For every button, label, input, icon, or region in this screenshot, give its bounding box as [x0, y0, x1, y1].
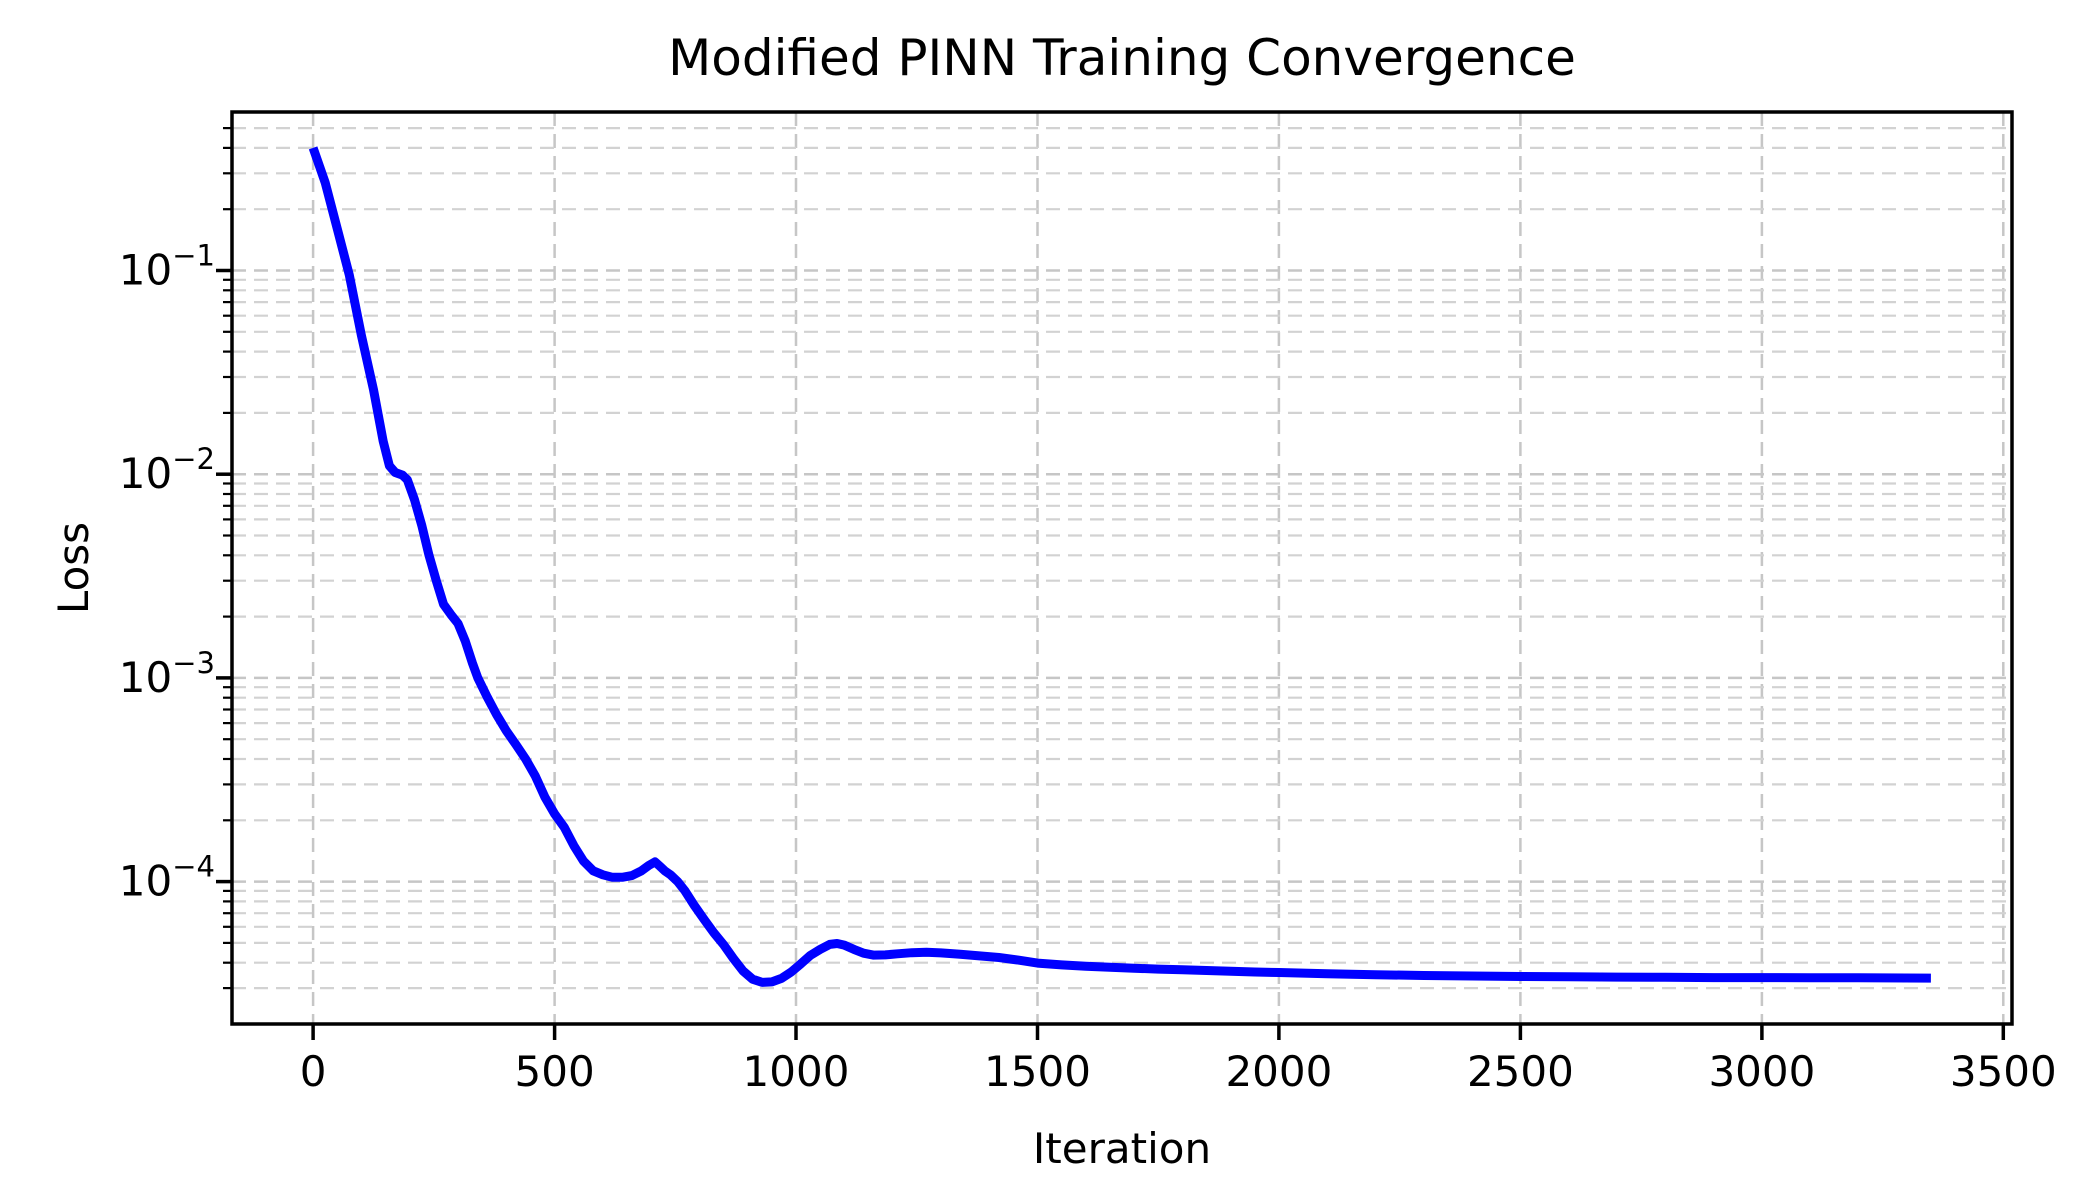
- grid-layer: [232, 112, 2012, 1024]
- y-axis-label: Loss: [49, 522, 98, 614]
- x-tick-label: 500: [515, 1047, 595, 1096]
- x-tick-label: 1000: [743, 1047, 850, 1096]
- plot-border: [230, 110, 2014, 1026]
- tick-layer: 0 500 1000 1500 2000 2500 3000 3500 10−1 10−2 10−3…: [119, 127, 2057, 1096]
- chart-title: Modified PINN Training Convergence: [668, 29, 1576, 87]
- y-tick-label: 10−3: [119, 646, 215, 702]
- y-tick-label: 10−1: [119, 239, 215, 295]
- x-tick-label: 0: [300, 1047, 327, 1096]
- x-tick-label: 2500: [1467, 1047, 1574, 1096]
- x-tick-label: 1500: [984, 1047, 1091, 1096]
- y-tick-label: 10−2: [119, 442, 215, 498]
- y-tick-label: 10−4: [119, 850, 215, 906]
- x-axis-label: Iteration: [1033, 1124, 1211, 1173]
- x-tick-label: 3500: [1950, 1047, 2057, 1096]
- x-tick-label: 3000: [1708, 1047, 1815, 1096]
- x-tick-label: 2000: [1225, 1047, 1332, 1096]
- loss-curve-line: [308, 146, 1931, 987]
